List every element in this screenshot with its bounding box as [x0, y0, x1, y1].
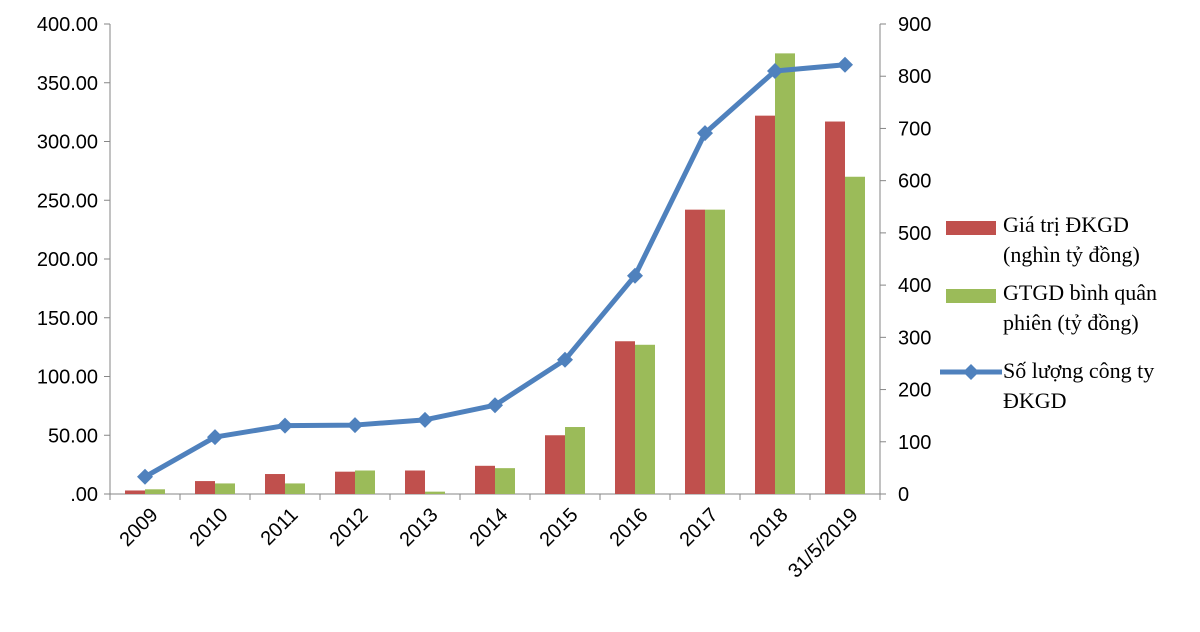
y-right-tick-label: 400 [898, 275, 931, 297]
x-tick-label: 2014 [466, 504, 513, 551]
bar-gtgd-binh-quan [495, 468, 515, 494]
bar-gia-tri-dkgd [405, 470, 425, 494]
x-tick-label: 2018 [746, 504, 793, 551]
y-left-tick-label: .00 [70, 484, 98, 506]
legend-swatch [946, 289, 996, 303]
y-right-tick-label: 300 [898, 327, 931, 349]
bar-gtgd-binh-quan [355, 470, 375, 494]
legend-label: GTGD bình quân [1003, 280, 1157, 305]
bar-gtgd-binh-quan [565, 427, 585, 494]
legend-marker [963, 364, 979, 380]
bar-gia-tri-dkgd [825, 121, 845, 495]
x-tick-label: 2016 [606, 504, 653, 551]
bar-gia-tri-dkgd [335, 471, 355, 494]
legend-label: Số lượng công ty [1003, 358, 1154, 383]
x-tick-label: 2010 [186, 504, 233, 551]
x-tick-label: 2009 [116, 504, 163, 551]
legend-label: ĐKGD [1003, 388, 1067, 413]
bar-gtgd-binh-quan [145, 489, 165, 494]
bar-gia-tri-dkgd [475, 465, 495, 494]
y-right-tick-label: 800 [898, 66, 931, 88]
y-left-tick-label: 200.00 [37, 249, 98, 271]
bar-gtgd-binh-quan [635, 344, 655, 494]
bar-gtgd-binh-quan [425, 491, 445, 494]
y-left-tick-label: 100.00 [37, 367, 98, 389]
line-point [837, 56, 853, 73]
x-tick-label: 31/5/2019 [784, 504, 862, 582]
bar-gia-tri-dkgd [265, 474, 285, 494]
legend-swatch [946, 221, 996, 235]
x-tick-label: 2017 [676, 504, 723, 551]
y-right-tick-label: 700 [898, 118, 931, 140]
line-point [487, 397, 503, 414]
line-point [347, 417, 363, 434]
y-left-tick-label: 150.00 [37, 308, 98, 330]
y-left-tick-label: 250.00 [37, 190, 98, 212]
y-right-tick-label: 100 [898, 432, 931, 454]
bar-gia-tri-dkgd [615, 341, 635, 494]
bar-gia-tri-dkgd [685, 209, 705, 494]
bar-gia-tri-dkgd [755, 115, 775, 495]
line-point [417, 411, 433, 428]
line-point [627, 267, 643, 284]
bar-gia-tri-dkgd [545, 435, 565, 494]
bar-gia-tri-dkgd [195, 481, 215, 494]
x-tick-label: 2015 [536, 504, 583, 551]
bar-gtgd-binh-quan [705, 209, 725, 494]
line-so-luong-cong-ty [143, 62, 846, 479]
line-point [697, 125, 713, 142]
y-left-tick-label: 350.00 [37, 73, 98, 95]
y-left-tick-label: 400.00 [37, 14, 98, 36]
bar-gtgd-binh-quan [775, 53, 795, 494]
y-left-tick-label: 300.00 [37, 132, 98, 154]
bar-gtgd-binh-quan [215, 483, 235, 494]
y-right-tick-label: 500 [898, 223, 931, 245]
legend-label: (nghìn tỷ đồng) [1003, 242, 1140, 267]
y-right-tick-label: 900 [898, 14, 931, 36]
y-right-tick-label: 200 [898, 380, 931, 402]
x-tick-label: 2011 [257, 504, 303, 550]
legend-label: Giá trị ĐKGD [1003, 212, 1129, 237]
y-left-tick-label: 50.00 [48, 425, 98, 447]
line-point [137, 468, 153, 485]
line-point [557, 351, 573, 368]
x-tick-label: 2013 [396, 504, 443, 551]
bar-gia-tri-dkgd [125, 490, 145, 494]
y-right-tick-label: 600 [898, 171, 931, 193]
legend-label: phiên (tỷ đồng) [1003, 310, 1139, 335]
line-point [277, 417, 293, 434]
y-right-tick-label: 0 [898, 484, 909, 506]
bar-gtgd-binh-quan [845, 176, 865, 494]
line-point [207, 429, 223, 446]
line-point [767, 63, 783, 79]
x-tick-label: 2012 [326, 504, 373, 551]
bar-gtgd-binh-quan [285, 483, 305, 494]
